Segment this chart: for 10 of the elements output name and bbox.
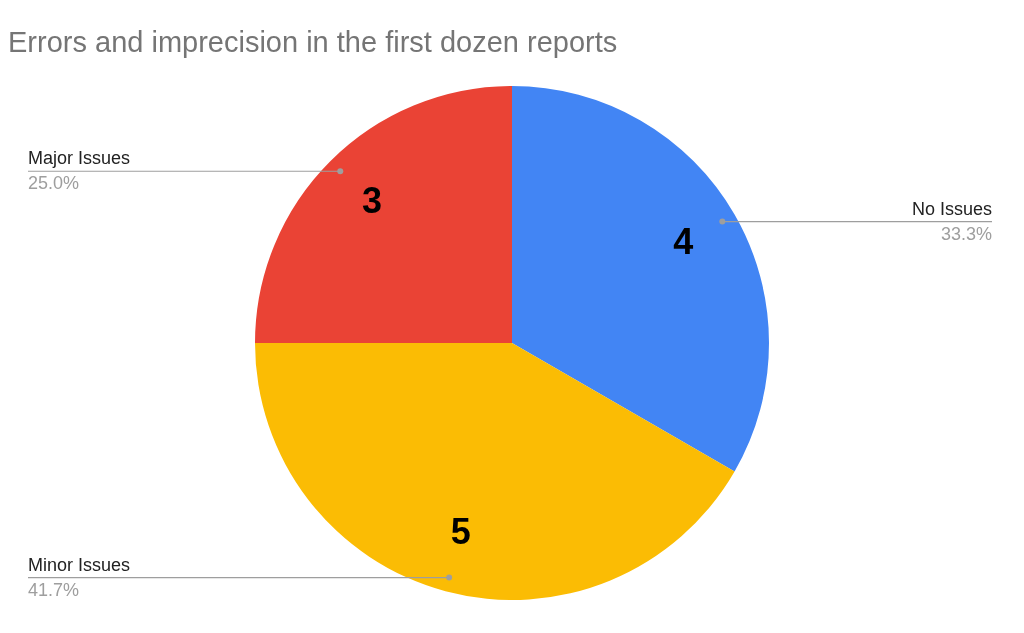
text: 33.3% bbox=[940, 223, 992, 244]
slice-label: No Issues bbox=[911, 198, 992, 219]
text: 25.0% bbox=[28, 173, 80, 194]
data-label: 3 bbox=[362, 179, 383, 221]
slice-label: Minor Issues bbox=[28, 554, 131, 575]
chart-title: Errors and imprecision in the first dozen reports bbox=[8, 26, 618, 59]
text: 41.7% bbox=[28, 579, 80, 600]
data-label: 4 bbox=[673, 220, 694, 262]
slice-label: Major Issues bbox=[28, 148, 131, 169]
data-label: 5 bbox=[450, 511, 471, 553]
